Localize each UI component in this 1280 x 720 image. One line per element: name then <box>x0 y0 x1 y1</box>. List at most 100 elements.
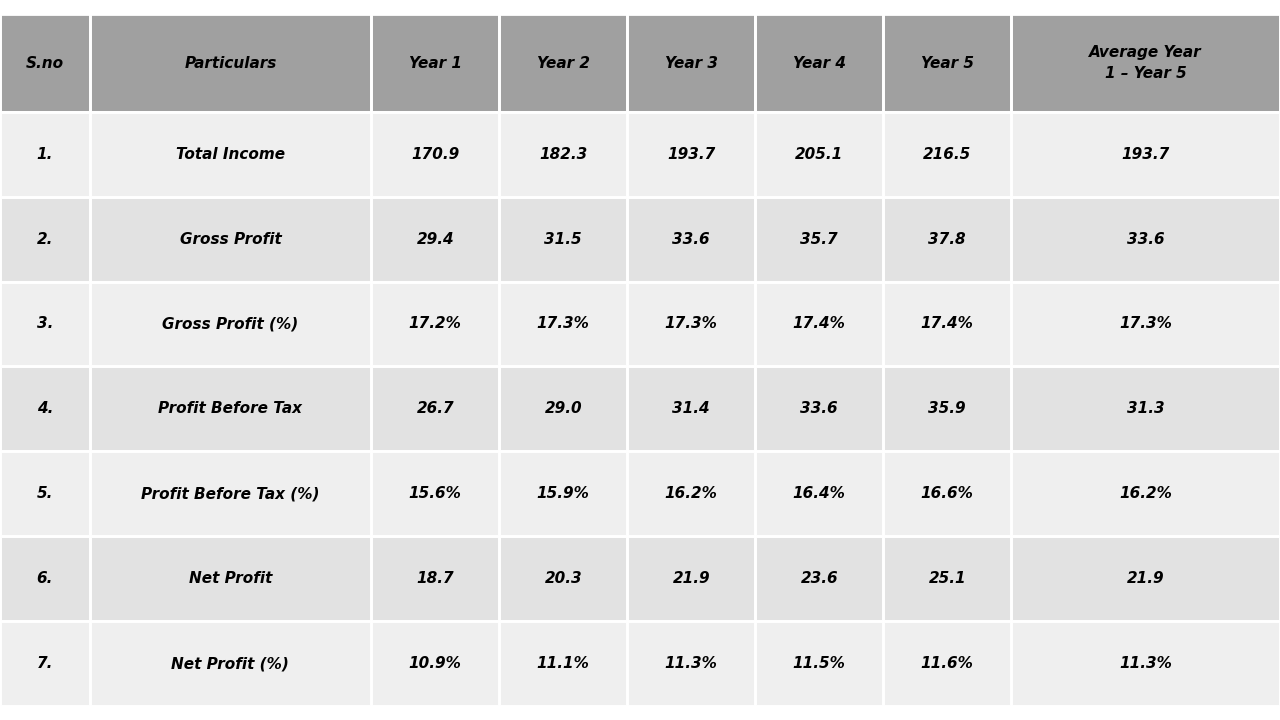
Text: Total Income: Total Income <box>175 147 285 161</box>
Text: 182.3: 182.3 <box>539 147 588 161</box>
Bar <box>371 112 499 197</box>
Bar <box>883 451 1011 536</box>
Bar <box>0 197 90 282</box>
Bar <box>1011 197 1280 282</box>
Bar <box>90 366 371 451</box>
Bar <box>90 197 371 282</box>
Text: 11.1%: 11.1% <box>536 657 590 671</box>
Bar <box>499 621 627 706</box>
Text: 31.5: 31.5 <box>544 232 582 246</box>
Text: 33.6: 33.6 <box>672 232 710 246</box>
Bar <box>627 14 755 112</box>
Text: 25.1: 25.1 <box>928 572 966 586</box>
Bar <box>755 282 883 366</box>
Text: 11.3%: 11.3% <box>664 657 718 671</box>
Text: 11.6%: 11.6% <box>920 657 974 671</box>
Text: 29.0: 29.0 <box>544 402 582 416</box>
Bar <box>371 14 499 112</box>
Text: 193.7: 193.7 <box>667 147 716 161</box>
Bar <box>0 621 90 706</box>
Bar <box>883 536 1011 621</box>
Text: 7.: 7. <box>37 657 52 671</box>
Bar <box>0 282 90 366</box>
Text: 170.9: 170.9 <box>411 147 460 161</box>
Bar <box>0 14 90 112</box>
Text: 20.3: 20.3 <box>544 572 582 586</box>
Text: 2.: 2. <box>37 232 52 246</box>
Text: 205.1: 205.1 <box>795 147 844 161</box>
Text: 18.7: 18.7 <box>416 572 454 586</box>
Bar <box>1011 621 1280 706</box>
Text: 17.3%: 17.3% <box>664 317 718 331</box>
Bar <box>627 366 755 451</box>
Bar <box>883 366 1011 451</box>
Bar <box>0 112 90 197</box>
Text: 29.4: 29.4 <box>416 232 454 246</box>
Bar <box>90 451 371 536</box>
Text: 31.4: 31.4 <box>672 402 710 416</box>
Text: 33.6: 33.6 <box>800 402 838 416</box>
Text: 6.: 6. <box>37 572 52 586</box>
Bar <box>0 366 90 451</box>
Bar <box>627 282 755 366</box>
Text: 1.: 1. <box>37 147 52 161</box>
Text: 10.9%: 10.9% <box>408 657 462 671</box>
Bar <box>499 14 627 112</box>
Text: Year 3: Year 3 <box>664 55 718 71</box>
Bar <box>371 451 499 536</box>
Text: 17.3%: 17.3% <box>1119 317 1172 331</box>
Text: 31.3: 31.3 <box>1126 402 1165 416</box>
Bar <box>627 197 755 282</box>
Bar <box>499 197 627 282</box>
Text: Net Profit: Net Profit <box>188 572 273 586</box>
Text: 23.6: 23.6 <box>800 572 838 586</box>
Text: 15.9%: 15.9% <box>536 487 590 501</box>
Text: Particulars: Particulars <box>184 55 276 71</box>
Bar <box>90 14 371 112</box>
Bar <box>499 282 627 366</box>
Text: 33.6: 33.6 <box>1126 232 1165 246</box>
Text: Year 1: Year 1 <box>408 55 462 71</box>
Text: 16.6%: 16.6% <box>920 487 974 501</box>
Text: 35.7: 35.7 <box>800 232 838 246</box>
Text: 16.2%: 16.2% <box>1119 487 1172 501</box>
Bar <box>883 282 1011 366</box>
Bar <box>90 112 371 197</box>
Text: Profit Before Tax (%): Profit Before Tax (%) <box>141 487 320 501</box>
Bar <box>90 621 371 706</box>
Text: 17.4%: 17.4% <box>792 317 846 331</box>
Bar <box>1011 366 1280 451</box>
Text: 16.4%: 16.4% <box>792 487 846 501</box>
Text: 15.6%: 15.6% <box>408 487 462 501</box>
Bar <box>755 536 883 621</box>
Text: Year 4: Year 4 <box>792 55 846 71</box>
Bar <box>499 112 627 197</box>
Bar <box>371 366 499 451</box>
Bar <box>627 112 755 197</box>
Text: Year 5: Year 5 <box>920 55 974 71</box>
Bar <box>499 451 627 536</box>
Bar <box>755 366 883 451</box>
Bar <box>755 14 883 112</box>
Bar <box>627 621 755 706</box>
Bar <box>371 621 499 706</box>
Bar <box>90 282 371 366</box>
Bar <box>1011 536 1280 621</box>
Bar <box>90 536 371 621</box>
Bar <box>755 621 883 706</box>
Bar <box>883 197 1011 282</box>
Text: 5.: 5. <box>37 487 52 501</box>
Bar <box>371 536 499 621</box>
Text: 35.9: 35.9 <box>928 402 966 416</box>
Bar <box>1011 451 1280 536</box>
Text: Profit Before Tax: Profit Before Tax <box>159 402 302 416</box>
Bar <box>627 451 755 536</box>
Text: 17.3%: 17.3% <box>536 317 590 331</box>
Text: S.no: S.no <box>26 55 64 71</box>
Text: 37.8: 37.8 <box>928 232 966 246</box>
Bar <box>371 282 499 366</box>
Bar <box>499 536 627 621</box>
Text: 11.3%: 11.3% <box>1119 657 1172 671</box>
Text: Net Profit (%): Net Profit (%) <box>172 657 289 671</box>
Text: 17.4%: 17.4% <box>920 317 974 331</box>
